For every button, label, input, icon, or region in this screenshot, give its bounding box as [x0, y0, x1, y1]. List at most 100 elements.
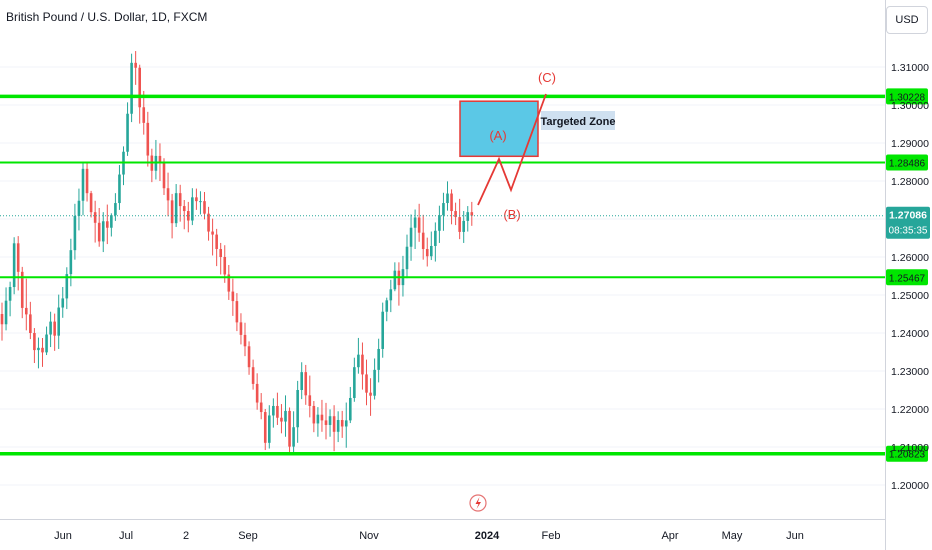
- candle-body: [57, 307, 60, 336]
- candle-body: [462, 220, 465, 232]
- candle-body: [421, 232, 425, 250]
- candle-body: [182, 206, 186, 212]
- wave-label-c: (C): [538, 70, 556, 85]
- candle-body: [373, 369, 376, 396]
- y-tick-label: 1.29000: [891, 138, 929, 150]
- candle-body: [442, 203, 445, 216]
- x-tick-label: Sep: [238, 530, 258, 542]
- candle-body: [134, 62, 137, 68]
- candle-body: [349, 397, 352, 421]
- x-tick-label: Jun: [54, 530, 72, 542]
- candle-body: [304, 372, 308, 396]
- candle-body: [203, 201, 206, 214]
- level-price-tag: [886, 269, 928, 286]
- x-axis: Jun Jul 2 Sep Nov 2024 Feb Apr May Jun: [54, 530, 804, 542]
- candle-body: [162, 162, 166, 189]
- candle-body: [191, 197, 194, 221]
- candle-body: [438, 215, 441, 231]
- level-price-label: 1.20823: [889, 450, 926, 461]
- candle-body: [170, 200, 174, 224]
- candle-body: [29, 314, 32, 333]
- candle-body: [470, 212, 474, 216]
- candle-body: [118, 174, 121, 204]
- candle-body: [251, 367, 255, 384]
- y-tick-label: 1.22000: [891, 404, 929, 416]
- candle-body: [235, 301, 239, 323]
- y-tick-label: 1.28000: [891, 176, 929, 188]
- candle-body: [12, 243, 16, 288]
- event-marker: [469, 494, 487, 512]
- last-price-tag: [886, 206, 930, 239]
- candle-body: [446, 193, 449, 204]
- x-tick-label: Jun: [786, 530, 804, 542]
- candle-body: [369, 392, 372, 396]
- time-axis-separator: [0, 519, 885, 520]
- candle-body: [81, 168, 85, 201]
- candle-body: [332, 416, 336, 432]
- candle-body: [223, 257, 227, 275]
- candle-body: [389, 289, 393, 301]
- candle-body: [425, 249, 429, 257]
- candle-body: [61, 298, 65, 308]
- candle-body: [89, 193, 93, 213]
- candle-body: [450, 193, 453, 212]
- candle-body: [138, 67, 141, 108]
- candle-body: [8, 287, 12, 301]
- y-tick-label: 1.25000: [891, 290, 929, 302]
- candle-body: [211, 231, 214, 235]
- candles: [0, 51, 474, 455]
- wave-label-a: (A): [489, 128, 506, 143]
- candle-body: [454, 211, 457, 218]
- candle-body: [4, 300, 8, 325]
- candle-body: [53, 321, 56, 336]
- candle-body: [430, 245, 433, 257]
- candle-body: [16, 243, 20, 272]
- candle-body: [357, 354, 360, 368]
- candle-body: [320, 414, 324, 421]
- candle-body: [288, 410, 291, 447]
- candle-body: [37, 347, 40, 351]
- candle-body: [45, 334, 48, 353]
- candle-body: [328, 416, 332, 425]
- y-tick-label: 1.31000: [891, 62, 929, 74]
- candle-body: [114, 203, 117, 216]
- candle-body: [353, 367, 356, 398]
- candle-body: [272, 405, 275, 416]
- candle-body: [336, 420, 340, 432]
- x-tick-label: 2024: [475, 530, 500, 542]
- candle-body: [126, 113, 129, 152]
- x-tick-label: 2: [183, 530, 189, 542]
- candle-body: [296, 390, 299, 428]
- x-tick-label: May: [722, 530, 743, 542]
- target-zone-box[interactable]: [459, 100, 539, 158]
- candle-body: [73, 215, 77, 251]
- currency-button[interactable]: USD: [886, 6, 928, 34]
- candle-body: [385, 300, 389, 312]
- candle-body: [166, 188, 170, 201]
- y-tick-label: 1.24000: [891, 328, 929, 340]
- candle-body: [231, 291, 235, 302]
- candle-body: [365, 374, 368, 393]
- abc-wave-line[interactable]: [477, 93, 547, 206]
- candle-body: [65, 274, 69, 299]
- candle-body: [239, 322, 243, 335]
- candle-body: [308, 395, 312, 406]
- candle-body: [276, 405, 279, 418]
- x-tick-label: Nov: [359, 530, 379, 542]
- chart-title: British Pound / U.S. Dollar, 1D, FXCM: [6, 10, 208, 24]
- candle-body: [187, 211, 190, 221]
- level-price-tag: [886, 88, 928, 105]
- candle-body: [101, 221, 105, 242]
- candle-body: [344, 420, 348, 427]
- target-zone-label-bg: [541, 111, 615, 130]
- candle-body: [361, 354, 364, 375]
- candle-body: [243, 334, 247, 347]
- price-axis-separator: [885, 0, 886, 550]
- candle-body: [77, 200, 81, 216]
- candle-body: [280, 417, 283, 422]
- candle-body: [219, 249, 222, 257]
- candle-body: [146, 122, 150, 156]
- wave-path: (A) (B) (C): [477, 70, 556, 222]
- candle-body: [97, 222, 101, 242]
